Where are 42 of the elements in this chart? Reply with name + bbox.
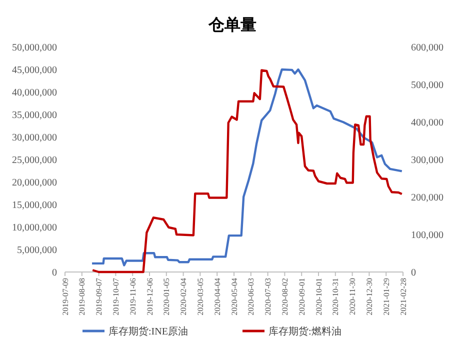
x-tick-label: 2019-11-06 [128,278,138,316]
y-tick-label: 5,000,000 [17,245,57,256]
y2-tick-label: 400,000 [411,118,444,128]
chart-title: 仓单量 [208,15,256,34]
y-tick-label: 35,000,000 [12,110,57,121]
x-tick-label: 2020-01-05 [162,278,172,316]
y2-tick-label: 300,000 [411,155,444,166]
y-tick-label: 20,000,000 [12,178,57,188]
y2-tick-label: 200,000 [411,192,444,204]
x-tick-label: 2020-06-03 [246,278,256,316]
y-tick-label: 10,000,000 [12,222,57,234]
legend-label: 库存期货:INE原油 [108,326,188,338]
y2-tick-label: 600,000 [411,42,444,54]
legend-label: 库存期货:燃料油 [268,326,342,338]
x-tick-label: 2020-10-01 [314,278,324,316]
x-tick-label: 2020-05-04 [230,278,239,316]
x-tick-label: 2020-12-30 [365,278,374,316]
x-tick-label: 2020-02-04 [179,278,188,316]
x-tick-label: 2020-08-02 [280,278,290,316]
x-tick-label: 2020-09-01 [297,278,306,316]
x-tick-label: 2020-11-30 [348,278,358,316]
y2-tick-label: 100,000 [411,230,444,241]
y2-tick-label: 0 [411,268,416,278]
y-tick-label: 30,000,000 [12,132,57,144]
x-tick-label: 2021-01-29 [382,278,391,316]
x-tick-label: 2019-08-08 [78,278,87,316]
x-tick-label: 2020-10-31 [331,278,340,316]
x-tick-label: 2020-04-04 [212,278,222,316]
y-tick-label: 50,000,000 [12,42,57,54]
y2-tick-label: 500,000 [411,80,444,91]
x-tick-label: 2019-10-07 [112,278,120,316]
y-tick-label: 40,000,000 [12,88,57,98]
x-tick-label: 2019-12-06 [145,278,154,316]
x-tick-label: 2019-09-07 [94,278,104,316]
x-tick-label: 2019-07-09 [60,278,70,316]
x-tick-label: 2020-03-05 [196,278,205,316]
x-tick-label: 2021-02-28 [398,278,408,316]
y-tick-label: 15,000,000 [12,200,57,211]
y-tick-label: 45,000,000 [12,65,57,76]
y-tick-label: 0 [52,268,57,278]
x-tick-label: 2020-07-03 [264,278,273,316]
y-tick-label: 25,000,000 [12,155,57,166]
